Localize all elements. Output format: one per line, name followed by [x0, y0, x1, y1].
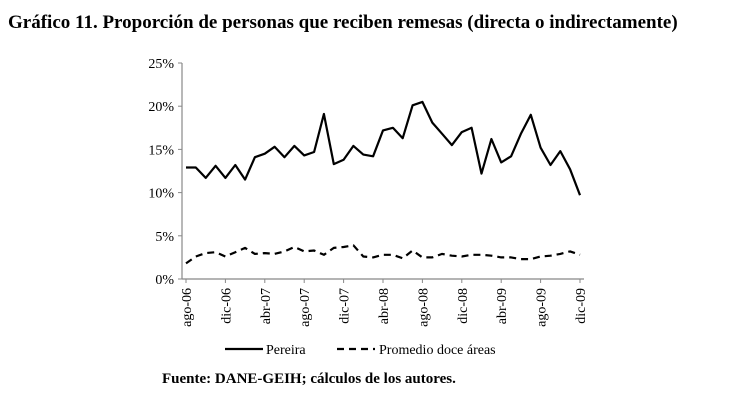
x-tick-label: dic-08	[456, 288, 471, 324]
x-tick-label: abr-08	[377, 288, 392, 324]
legend-label-pereira: Pereira	[266, 343, 306, 358]
y-tick-label: 5%	[155, 230, 174, 245]
x-tick-label: dic-09	[574, 288, 589, 324]
series-line-promedio	[185, 244, 581, 265]
y-tick-label: 0%	[155, 273, 174, 288]
series-line-pereira	[186, 100, 582, 196]
y-tick-label: 10%	[148, 187, 174, 202]
y-tick-label: 15%	[148, 143, 174, 158]
x-tick-label: dic-06	[219, 288, 234, 324]
y-tick-label: 25%	[148, 57, 174, 72]
x-tick-label: abr-07	[259, 288, 274, 324]
x-tick-label: ago-06	[180, 288, 195, 327]
x-tick-label: dic-07	[338, 288, 353, 324]
y-tick-label: 20%	[148, 100, 174, 115]
x-tick-label: abr-09	[495, 288, 510, 324]
chart-title: Gráfico 11. Proporción de personas que r…	[8, 12, 678, 33]
legend-label-promedio: Promedio doce áreas	[379, 343, 496, 358]
x-tick-label: ago-09	[535, 288, 550, 327]
x-tick-label: ago-08	[416, 288, 431, 327]
x-tick-label: ago-07	[298, 288, 313, 327]
source-note: Fuente: DANE-GEIH; cálculos de los autor…	[162, 371, 456, 387]
